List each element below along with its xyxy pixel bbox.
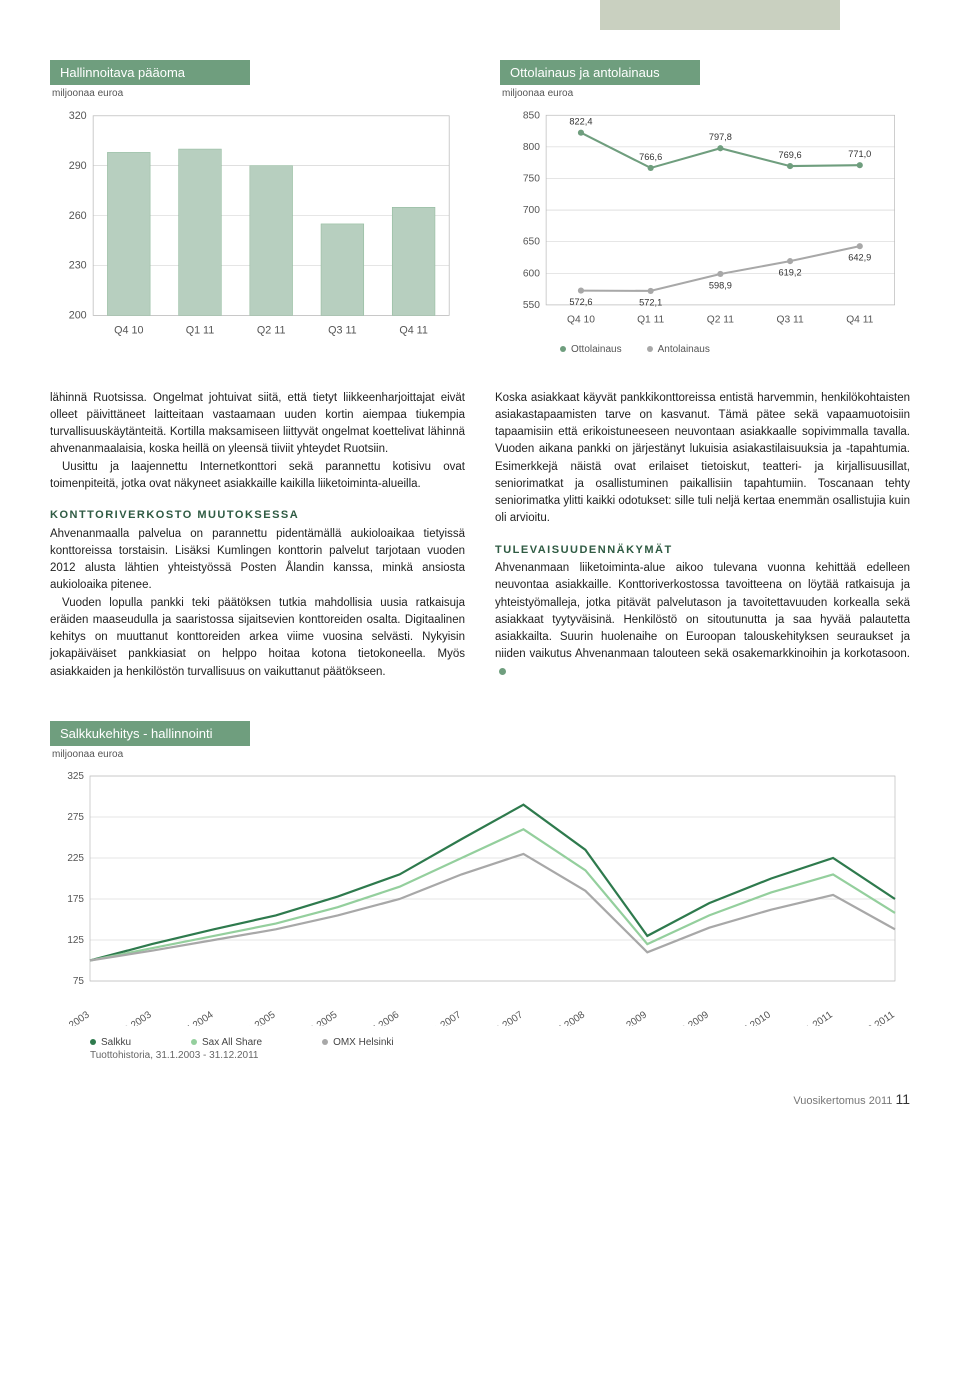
svg-text:31.5.2004: 31.5.2004 bbox=[173, 1009, 216, 1026]
svg-text:Q3 11: Q3 11 bbox=[328, 325, 357, 337]
svg-text:320: 320 bbox=[69, 110, 87, 122]
svg-text:771,0: 771,0 bbox=[848, 149, 871, 159]
svg-text:31.5.2006: 31.5.2006 bbox=[359, 1009, 402, 1026]
chart1-title: Hallinnoitava pääoma bbox=[50, 60, 250, 85]
svg-text:31.1.2005: 31.1.2005 bbox=[235, 1009, 278, 1026]
svg-text:769,6: 769,6 bbox=[779, 150, 802, 160]
chart3-svg: 75 125 175 225 275 325 31.1.2003 30.9.2003 31.5.… bbox=[50, 766, 910, 1026]
col1-h1: KONTTORIVERKOSTO MUUTOKSESSA bbox=[50, 507, 465, 524]
footer-text: Vuosikertomus 2011 bbox=[793, 1095, 892, 1107]
svg-text:Q4 10: Q4 10 bbox=[114, 325, 143, 337]
svg-text:260: 260 bbox=[69, 210, 87, 222]
svg-text:31.1.2009: 31.1.2009 bbox=[606, 1009, 649, 1026]
legend-salkku-label: Salkku bbox=[101, 1037, 131, 1048]
svg-text:600: 600 bbox=[523, 268, 540, 279]
chart3-title: Salkkukehitys - hallinnointi bbox=[50, 721, 250, 746]
svg-text:31.5.2010: 31.5.2010 bbox=[730, 1009, 773, 1026]
col2-p1: Koska asiakkaat käyvät pankkikonttoreiss… bbox=[495, 390, 910, 528]
body-columns: lähinnä Ruotsissa. Ongelmat johtuivat si… bbox=[50, 390, 910, 681]
svg-text:766,6: 766,6 bbox=[639, 152, 662, 162]
legend-ottolainaus-label: Ottolainaus bbox=[571, 344, 622, 355]
footer-page: 11 bbox=[895, 1091, 910, 1107]
svg-text:31.5.2008: 31.5.2008 bbox=[544, 1009, 587, 1026]
svg-text:31.1.2003: 31.1.2003 bbox=[50, 1009, 92, 1026]
svg-text:Q1 11: Q1 11 bbox=[637, 314, 664, 325]
svg-text:200: 200 bbox=[69, 310, 87, 322]
legend-antolainaus: Antolainaus bbox=[647, 344, 710, 355]
svg-text:619,2: 619,2 bbox=[779, 267, 802, 277]
svg-text:Q1 11: Q1 11 bbox=[186, 325, 215, 337]
top-charts-row: Hallinnoitava pääoma miljoonaa euroa 200… bbox=[50, 60, 910, 355]
svg-text:290: 290 bbox=[69, 160, 87, 172]
svg-text:31.1.2011: 31.1.2011 bbox=[793, 1009, 836, 1026]
svg-text:30.9.2007: 30.9.2007 bbox=[482, 1009, 525, 1026]
legend-sax-label: Sax All Share bbox=[202, 1037, 262, 1048]
col2-p2-text: Ahvenanmaan liiketoiminta-alue aikoo tul… bbox=[495, 562, 910, 660]
legend-salkku: Salkku bbox=[90, 1037, 131, 1048]
svg-text:Q3 11: Q3 11 bbox=[776, 314, 803, 325]
chart-hallinnoitava: Hallinnoitava pääoma miljoonaa euroa 200… bbox=[50, 60, 460, 355]
col1-p3: Ahvenanmaalla palvelua on parannettu pid… bbox=[50, 526, 465, 595]
svg-text:642,9: 642,9 bbox=[848, 253, 871, 263]
col1-p1: lähinnä Ruotsissa. Ongelmat johtuivat si… bbox=[50, 390, 465, 459]
svg-text:650: 650 bbox=[523, 237, 540, 248]
chart3-subtitle: miljoonaa euroa bbox=[50, 746, 910, 766]
col2-h1: TULEVAISUUDENNÄKYMÄT bbox=[495, 542, 910, 559]
chart-salkkukehitys: Salkkukehitys - hallinnointi miljoonaa e… bbox=[50, 721, 910, 1061]
legend-omx: OMX Helsinki bbox=[322, 1037, 394, 1048]
svg-text:850: 850 bbox=[523, 110, 540, 121]
svg-text:Q2 11: Q2 11 bbox=[257, 325, 286, 337]
svg-text:Q4 10: Q4 10 bbox=[567, 314, 595, 325]
svg-text:275: 275 bbox=[67, 812, 84, 823]
chart2-legend: Ottolainaus Antolainaus bbox=[560, 344, 910, 355]
svg-text:572,1: 572,1 bbox=[639, 297, 662, 307]
svg-text:30.9.2005: 30.9.2005 bbox=[297, 1009, 340, 1026]
svg-text:225: 225 bbox=[67, 853, 84, 864]
body-col-left: lähinnä Ruotsissa. Ongelmat johtuivat si… bbox=[50, 390, 465, 681]
svg-text:75: 75 bbox=[73, 976, 85, 987]
svg-text:822,4: 822,4 bbox=[569, 116, 592, 126]
chart3-caption: Tuottohistoria, 31.1.2003 - 31.12.2011 bbox=[90, 1050, 910, 1061]
end-dot-icon bbox=[499, 668, 506, 675]
top-banner bbox=[600, 0, 840, 30]
col2-p2: Ahvenanmaan liiketoiminta-alue aikoo tul… bbox=[495, 560, 910, 681]
col1-p2: Uusittu ja laajennettu Internetkonttori … bbox=[50, 459, 465, 494]
svg-text:30.9.2009: 30.9.2009 bbox=[668, 1009, 711, 1026]
chart1-subtitle: miljoonaa euroa bbox=[50, 85, 460, 105]
col1-p4: Vuoden lopulla pankki teki päätöksen tut… bbox=[50, 595, 465, 681]
svg-text:700: 700 bbox=[523, 205, 540, 216]
svg-text:Q2 11: Q2 11 bbox=[707, 314, 734, 325]
svg-text:598,9: 598,9 bbox=[709, 280, 732, 290]
svg-text:Q4 11: Q4 11 bbox=[399, 325, 428, 337]
chart3-legend: Salkku Sax All Share OMX Helsinki bbox=[90, 1037, 910, 1048]
svg-text:750: 750 bbox=[523, 174, 540, 185]
legend-ottolainaus: Ottolainaus bbox=[560, 344, 622, 355]
svg-text:31.1.2007: 31.1.2007 bbox=[420, 1009, 463, 1026]
legend-omx-label: OMX Helsinki bbox=[333, 1037, 394, 1048]
svg-text:572,6: 572,6 bbox=[569, 297, 592, 307]
svg-text:30.9.2011: 30.9.2011 bbox=[855, 1009, 898, 1026]
chart1-svg: 200 230 260 290 320 Q4 10 Q1 11 Q2 11 Q3 11 Q4 11 bbox=[50, 105, 460, 342]
chart2-subtitle: miljoonaa euroa bbox=[500, 85, 910, 105]
body-col-right: Koska asiakkaat käyvät pankkikonttoreiss… bbox=[495, 390, 910, 681]
svg-text:550: 550 bbox=[523, 300, 540, 311]
legend-antolainaus-label: Antolainaus bbox=[658, 344, 710, 355]
svg-text:Q4 11: Q4 11 bbox=[846, 314, 873, 325]
chart2-svg: 550 600 650 700 750 800 850 Q4 10 Q1 11 Q2 11 Q3 1… bbox=[500, 105, 910, 331]
chart2-title: Ottolainaus ja antolainaus bbox=[500, 60, 700, 85]
svg-text:230: 230 bbox=[69, 260, 87, 272]
svg-text:325: 325 bbox=[67, 771, 84, 782]
svg-text:175: 175 bbox=[67, 894, 84, 905]
chart-ottolainaus: Ottolainaus ja antolainaus miljoonaa eur… bbox=[500, 60, 910, 355]
legend-sax: Sax All Share bbox=[191, 1037, 262, 1048]
page-footer: Vuosikertomus 2011 11 bbox=[50, 1091, 910, 1107]
svg-text:797,8: 797,8 bbox=[709, 132, 732, 142]
svg-text:30.9.2003: 30.9.2003 bbox=[111, 1009, 154, 1026]
svg-text:800: 800 bbox=[523, 142, 540, 153]
svg-text:125: 125 bbox=[67, 935, 84, 946]
